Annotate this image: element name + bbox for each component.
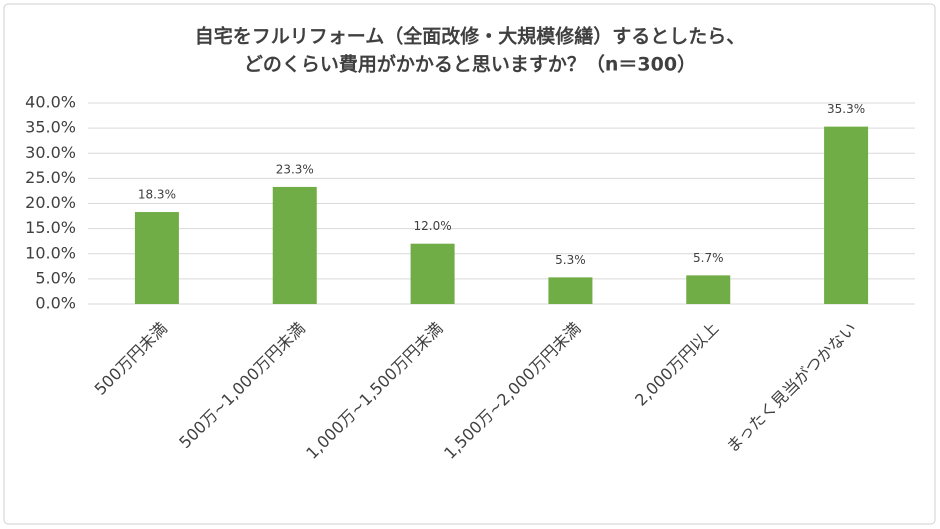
y-tick-label: 0.0% (35, 294, 76, 313)
value-label: 5.3% (555, 253, 586, 267)
bar (824, 126, 869, 305)
bar (134, 212, 179, 304)
y-tick-label: 10.0% (25, 243, 76, 262)
value-label: 12.0% (414, 219, 452, 233)
y-tick-label: 35.0% (25, 118, 76, 137)
value-label: 18.3% (138, 188, 176, 202)
y-tick-label: 20.0% (25, 193, 76, 212)
value-label: 35.3% (827, 102, 865, 116)
chart-title: 自宅をフルリフォーム（全面改修・大規模修繕）するとしたら、 (195, 25, 745, 48)
y-tick-label: 30.0% (25, 143, 76, 162)
bar (686, 275, 731, 304)
y-tick-label: 15.0% (25, 218, 76, 237)
bar (272, 186, 317, 304)
value-label: 23.3% (276, 162, 314, 176)
chart-border (3, 3, 936, 525)
chart-title: どのくらい費用がかかると思いますか？（n＝300） (244, 53, 696, 76)
bar (410, 243, 455, 304)
y-tick-label: 40.0% (25, 93, 76, 112)
y-tick-label: 5.0% (35, 268, 76, 287)
bar (548, 277, 593, 304)
value-label: 5.7% (693, 251, 724, 265)
y-tick-label: 25.0% (25, 168, 76, 187)
